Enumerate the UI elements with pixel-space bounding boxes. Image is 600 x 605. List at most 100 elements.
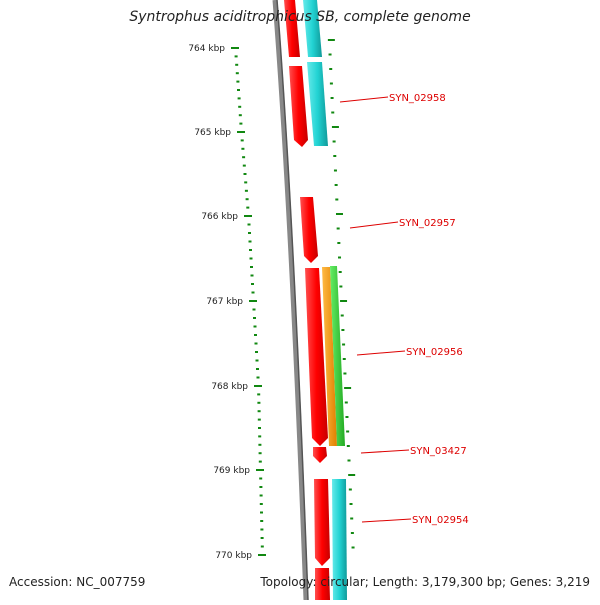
outer-ruler-tick <box>339 285 343 288</box>
outer-ruler-tick <box>336 227 340 230</box>
gene-feature-cyan[interactable] <box>307 62 328 146</box>
outer-ruler-tick <box>330 97 334 99</box>
ruler-minor-tick <box>242 156 246 159</box>
outer-ruler-tick <box>335 198 339 201</box>
ruler-minor-tick <box>257 418 261 421</box>
gene-callouts: SYN_02958 SYN_02957 SYN_02956 SYN_03427 SYN_… <box>339 93 469 526</box>
ruler-minor-tick <box>242 164 246 167</box>
accession-label: Accession: NC_007759 <box>9 575 146 589</box>
gene-label[interactable]: SYN_02957 <box>399 218 456 229</box>
gene-leader-line <box>360 449 410 454</box>
gene-feature-cyan[interactable] <box>332 479 347 600</box>
gene-feature-red[interactable] <box>284 0 300 57</box>
ruler-major-tick <box>249 300 257 302</box>
ruler-minor-tick <box>260 537 264 539</box>
gene-feature-green[interactable] <box>330 266 345 446</box>
ruler-minor-tick <box>259 494 263 497</box>
gene-leader-line <box>349 221 399 229</box>
outer-ruler-tick <box>346 430 350 433</box>
ruler-minor-tick <box>239 122 243 125</box>
ruler-minor-tick <box>238 114 242 117</box>
ruler-minor-tick <box>237 89 240 91</box>
gene-feature-red[interactable] <box>314 479 330 566</box>
gene-feature-cyan[interactable] <box>303 0 322 57</box>
outer-ruler-tick <box>350 532 354 534</box>
gene-label[interactable]: SYN_02954 <box>412 515 469 526</box>
outer-ruler-tick <box>331 126 339 128</box>
outer-ruler-tick <box>327 39 335 41</box>
ruler-minor-tick <box>244 181 248 184</box>
ruler-label: 766 kbp <box>201 212 238 222</box>
ruler-minor-tick <box>254 334 257 336</box>
ruler-major-tick <box>254 385 262 387</box>
gene-label[interactable]: SYN_03427 <box>410 446 467 457</box>
outer-ruler-tick <box>329 82 333 85</box>
ruler-minor-tick <box>260 545 264 548</box>
ruler-minor-tick <box>250 274 254 277</box>
outer-ruler-tick <box>350 517 354 520</box>
ruler-ticks <box>231 39 356 556</box>
gene-feature-red[interactable] <box>289 66 308 147</box>
genome-backbone-shadow <box>276 0 309 601</box>
ruler-minor-tick <box>255 359 259 362</box>
outer-ruler-tick <box>333 169 337 172</box>
outer-ruler-tick <box>347 459 351 462</box>
ruler-minor-tick <box>236 80 240 83</box>
outer-ruler-tick <box>332 140 336 143</box>
gene-label[interactable]: SYN_02958 <box>389 93 446 104</box>
outer-ruler-tick <box>345 416 349 418</box>
ruler-labels: 764 kbp 765 kbp 766 kbp 767 kbp 768 kbp 769 k… <box>188 44 252 561</box>
ruler-minor-tick <box>258 443 262 446</box>
ruler-minor-tick <box>237 97 241 100</box>
ruler-label: 765 kbp <box>194 128 231 138</box>
outer-ruler-tick <box>340 300 348 302</box>
ruler-minor-tick <box>253 317 256 319</box>
gene-feature-orange[interactable] <box>322 267 337 446</box>
outer-ruler-tick <box>351 546 355 549</box>
outer-ruler-tick <box>348 488 352 491</box>
ruler-minor-tick <box>253 325 257 328</box>
genome-summary: Topology: circular; Length: 3,179,300 bp… <box>260 575 590 589</box>
ruler-minor-tick <box>246 206 250 209</box>
ruler-minor-tick <box>256 368 259 370</box>
gene-label[interactable]: SYN_02956 <box>406 347 463 358</box>
ruler-major-tick <box>237 131 245 133</box>
gene-feature-red[interactable] <box>300 197 318 263</box>
ruler-minor-tick <box>234 55 238 58</box>
ruler-minor-tick <box>247 223 251 226</box>
ruler-minor-tick <box>240 139 244 142</box>
ruler-minor-tick <box>260 511 263 514</box>
outer-ruler-tick <box>344 401 348 404</box>
outer-ruler-tick <box>348 474 356 476</box>
ruler-label: 768 kbp <box>211 382 248 392</box>
outer-ruler-tick <box>329 68 333 70</box>
outer-ruler-tick <box>344 387 352 389</box>
ruler-minor-tick <box>250 266 253 268</box>
outer-ruler-tick <box>328 53 332 56</box>
ruler-major-tick <box>244 215 252 217</box>
ruler-minor-tick <box>255 351 258 353</box>
ruler-label: 770 kbp <box>215 551 252 561</box>
ruler-minor-tick <box>258 427 261 429</box>
outer-ruler-tick <box>331 111 335 114</box>
outer-ruler-tick <box>337 242 341 244</box>
ruler-minor-tick <box>241 147 245 150</box>
outer-ruler-tick <box>349 503 353 505</box>
ruler-minor-tick <box>238 105 242 108</box>
gene-feature-red[interactable] <box>305 268 328 446</box>
ruler-minor-tick <box>259 486 263 488</box>
ruler-minor-tick <box>249 257 253 260</box>
ruler-minor-tick <box>243 173 247 175</box>
outer-ruler-tick <box>333 155 337 157</box>
gene-feature-red[interactable] <box>315 568 330 600</box>
outer-ruler-tick <box>342 343 346 346</box>
genome-backbone <box>272 0 309 601</box>
map-title: Syntrophus aciditrophicus SB, complete g… <box>129 9 471 25</box>
ruler-major-tick <box>256 469 264 471</box>
gene-feature-red[interactable] <box>313 447 327 463</box>
ruler-minor-tick <box>256 376 260 379</box>
ruler-label: 764 kbp <box>188 44 225 54</box>
gene-leader-line <box>361 518 412 523</box>
ruler-minor-tick <box>235 72 239 75</box>
